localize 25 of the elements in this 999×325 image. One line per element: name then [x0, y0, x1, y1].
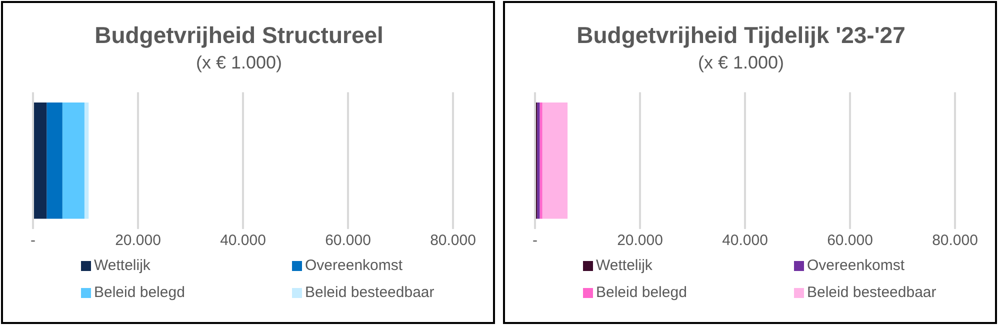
chart-title: Budgetvrijheid Structureel: [94, 22, 384, 48]
legend-label: Overeenkomst: [807, 257, 905, 274]
x-tick-label: 60.000: [827, 232, 873, 250]
legend-label: Wettelijk: [596, 257, 652, 274]
x-tick-label: 20.000: [115, 232, 161, 250]
legend-label: Beleid besteedbaar: [305, 284, 434, 301]
x-tick-label: 80.000: [430, 232, 476, 250]
x-tick-label: 40.000: [220, 232, 266, 250]
x-tick-label: 60.000: [325, 232, 371, 250]
chart-title: Budgetvrijheid Tijdelijk '23-'27: [576, 22, 906, 48]
legend-label: Overeenkomst: [305, 257, 403, 274]
legend-label: Wettelijk: [94, 257, 150, 274]
legend-label: Beleid belegd: [94, 284, 185, 301]
x-tick-label: 80.000: [932, 232, 978, 250]
x-tick-label: -: [532, 232, 538, 250]
chart-subtitle: (x € 1.000): [196, 52, 282, 72]
x-tick-label: 40.000: [722, 232, 768, 250]
x-tick-label: 20.000: [617, 232, 663, 250]
legend-label: Beleid belegd: [596, 284, 687, 301]
bar: [537, 102, 540, 219]
legend-label: Beleid besteedbaar: [807, 284, 936, 301]
chart-subtitle: (x € 1.000): [698, 52, 784, 72]
bar: [542, 102, 568, 219]
bar: [540, 102, 542, 219]
x-tick-label: -: [30, 232, 36, 250]
